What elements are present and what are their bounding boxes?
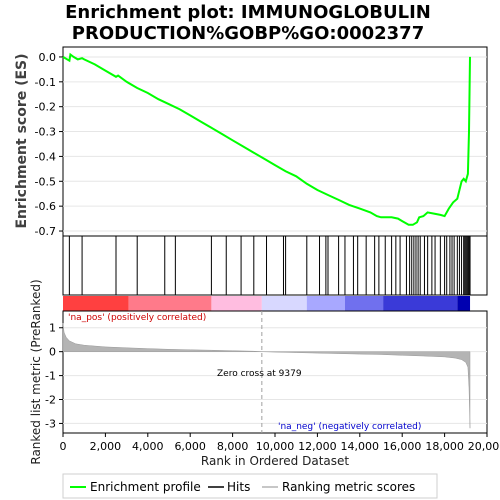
x-tick-label: 18,000 [425, 440, 464, 453]
es-tick-label: -0.7 [35, 225, 56, 238]
es-tick-label: -0.6 [35, 200, 56, 213]
hits-marks [68, 236, 471, 295]
legend-box [62, 473, 438, 499]
legend: Enrichment profile Hits Ranking metric s… [62, 473, 438, 499]
es-gridlines [63, 56, 487, 232]
heatmap-band [383, 296, 458, 311]
heatmap-band [63, 296, 129, 311]
heatmap-band [457, 296, 471, 311]
metric-tick-label: 1 [49, 322, 56, 335]
x-tick-label: 14,000 [341, 440, 380, 453]
legend-enrichment-label: Enrichment profile [90, 480, 201, 494]
es-y-ticks: 0.0 -0.1 -0.2 -0.3 -0.4 -0.5 -0.6 -0.7 [35, 51, 63, 238]
metric-axis-title: Ranked list metric (PreRanked) [29, 279, 43, 464]
x-tick-label: 0 [60, 440, 67, 453]
metric-panel-frame [62, 310, 488, 434]
x-tick-label: 20,000 [468, 440, 500, 453]
legend-hits-label: Hits [227, 480, 250, 494]
es-tick-label: -0.1 [35, 76, 56, 89]
heatmap-band [211, 296, 262, 311]
es-tick-label: 0.0 [39, 51, 57, 64]
es-tick-label: -0.3 [35, 126, 56, 139]
metric-y-ticks: 1 0 -1 -2 -3 [45, 322, 63, 430]
x-axis-ticks: 0 2,000 4,000 6,000 8,000 10,000 12,000 14,000 1… [60, 433, 500, 453]
pos-correlated-label: 'na_pos' (positively correlated) [68, 313, 206, 323]
hits-panel-frame [62, 235, 488, 296]
x-tick-label: 6,000 [174, 440, 206, 453]
metric-tick-label: -1 [45, 370, 56, 383]
x-tick-label: 10,000 [256, 440, 295, 453]
x-tick-label: 16,000 [383, 440, 422, 453]
x-tick-label: 4,000 [132, 440, 164, 453]
heatmap-band [344, 296, 384, 311]
neg-correlated-label: 'na_neg' (negatively correlated) [278, 422, 421, 432]
x-axis-title: Rank in Ordered Dataset [201, 454, 349, 468]
metric-tick-label: -3 [45, 417, 56, 430]
chart-title-line1: Enrichment plot: IMMUNOGLOBULIN [65, 2, 431, 23]
es-tick-label: -0.4 [35, 150, 56, 163]
heatmap-band [306, 296, 345, 311]
es-tick-label: -0.5 [35, 175, 56, 188]
legend-metric-label: Ranking metric scores [282, 480, 415, 494]
chart-title-line2: PRODUCTION%GOBP%GO:0002377 [72, 23, 424, 44]
es-tick-label: -0.2 [35, 101, 56, 114]
heatmap-band [261, 296, 307, 311]
ranking-metric-area [62, 322, 471, 429]
es-panel-frame [62, 46, 488, 237]
metric-tick-label: 0 [49, 346, 56, 359]
enrichment-profile-line [62, 52, 471, 226]
heatmap-band [128, 296, 212, 311]
zero-cross-label: Zero cross at 9379 [217, 369, 302, 379]
x-tick-label: 2,000 [90, 440, 122, 453]
ranking-heatmap-bar [63, 296, 471, 311]
x-tick-label: 8,000 [217, 440, 249, 453]
es-axis-title: Enrichment score (ES) [14, 53, 30, 228]
metric-tick-label: -2 [45, 394, 56, 407]
x-tick-label: 12,000 [298, 440, 337, 453]
